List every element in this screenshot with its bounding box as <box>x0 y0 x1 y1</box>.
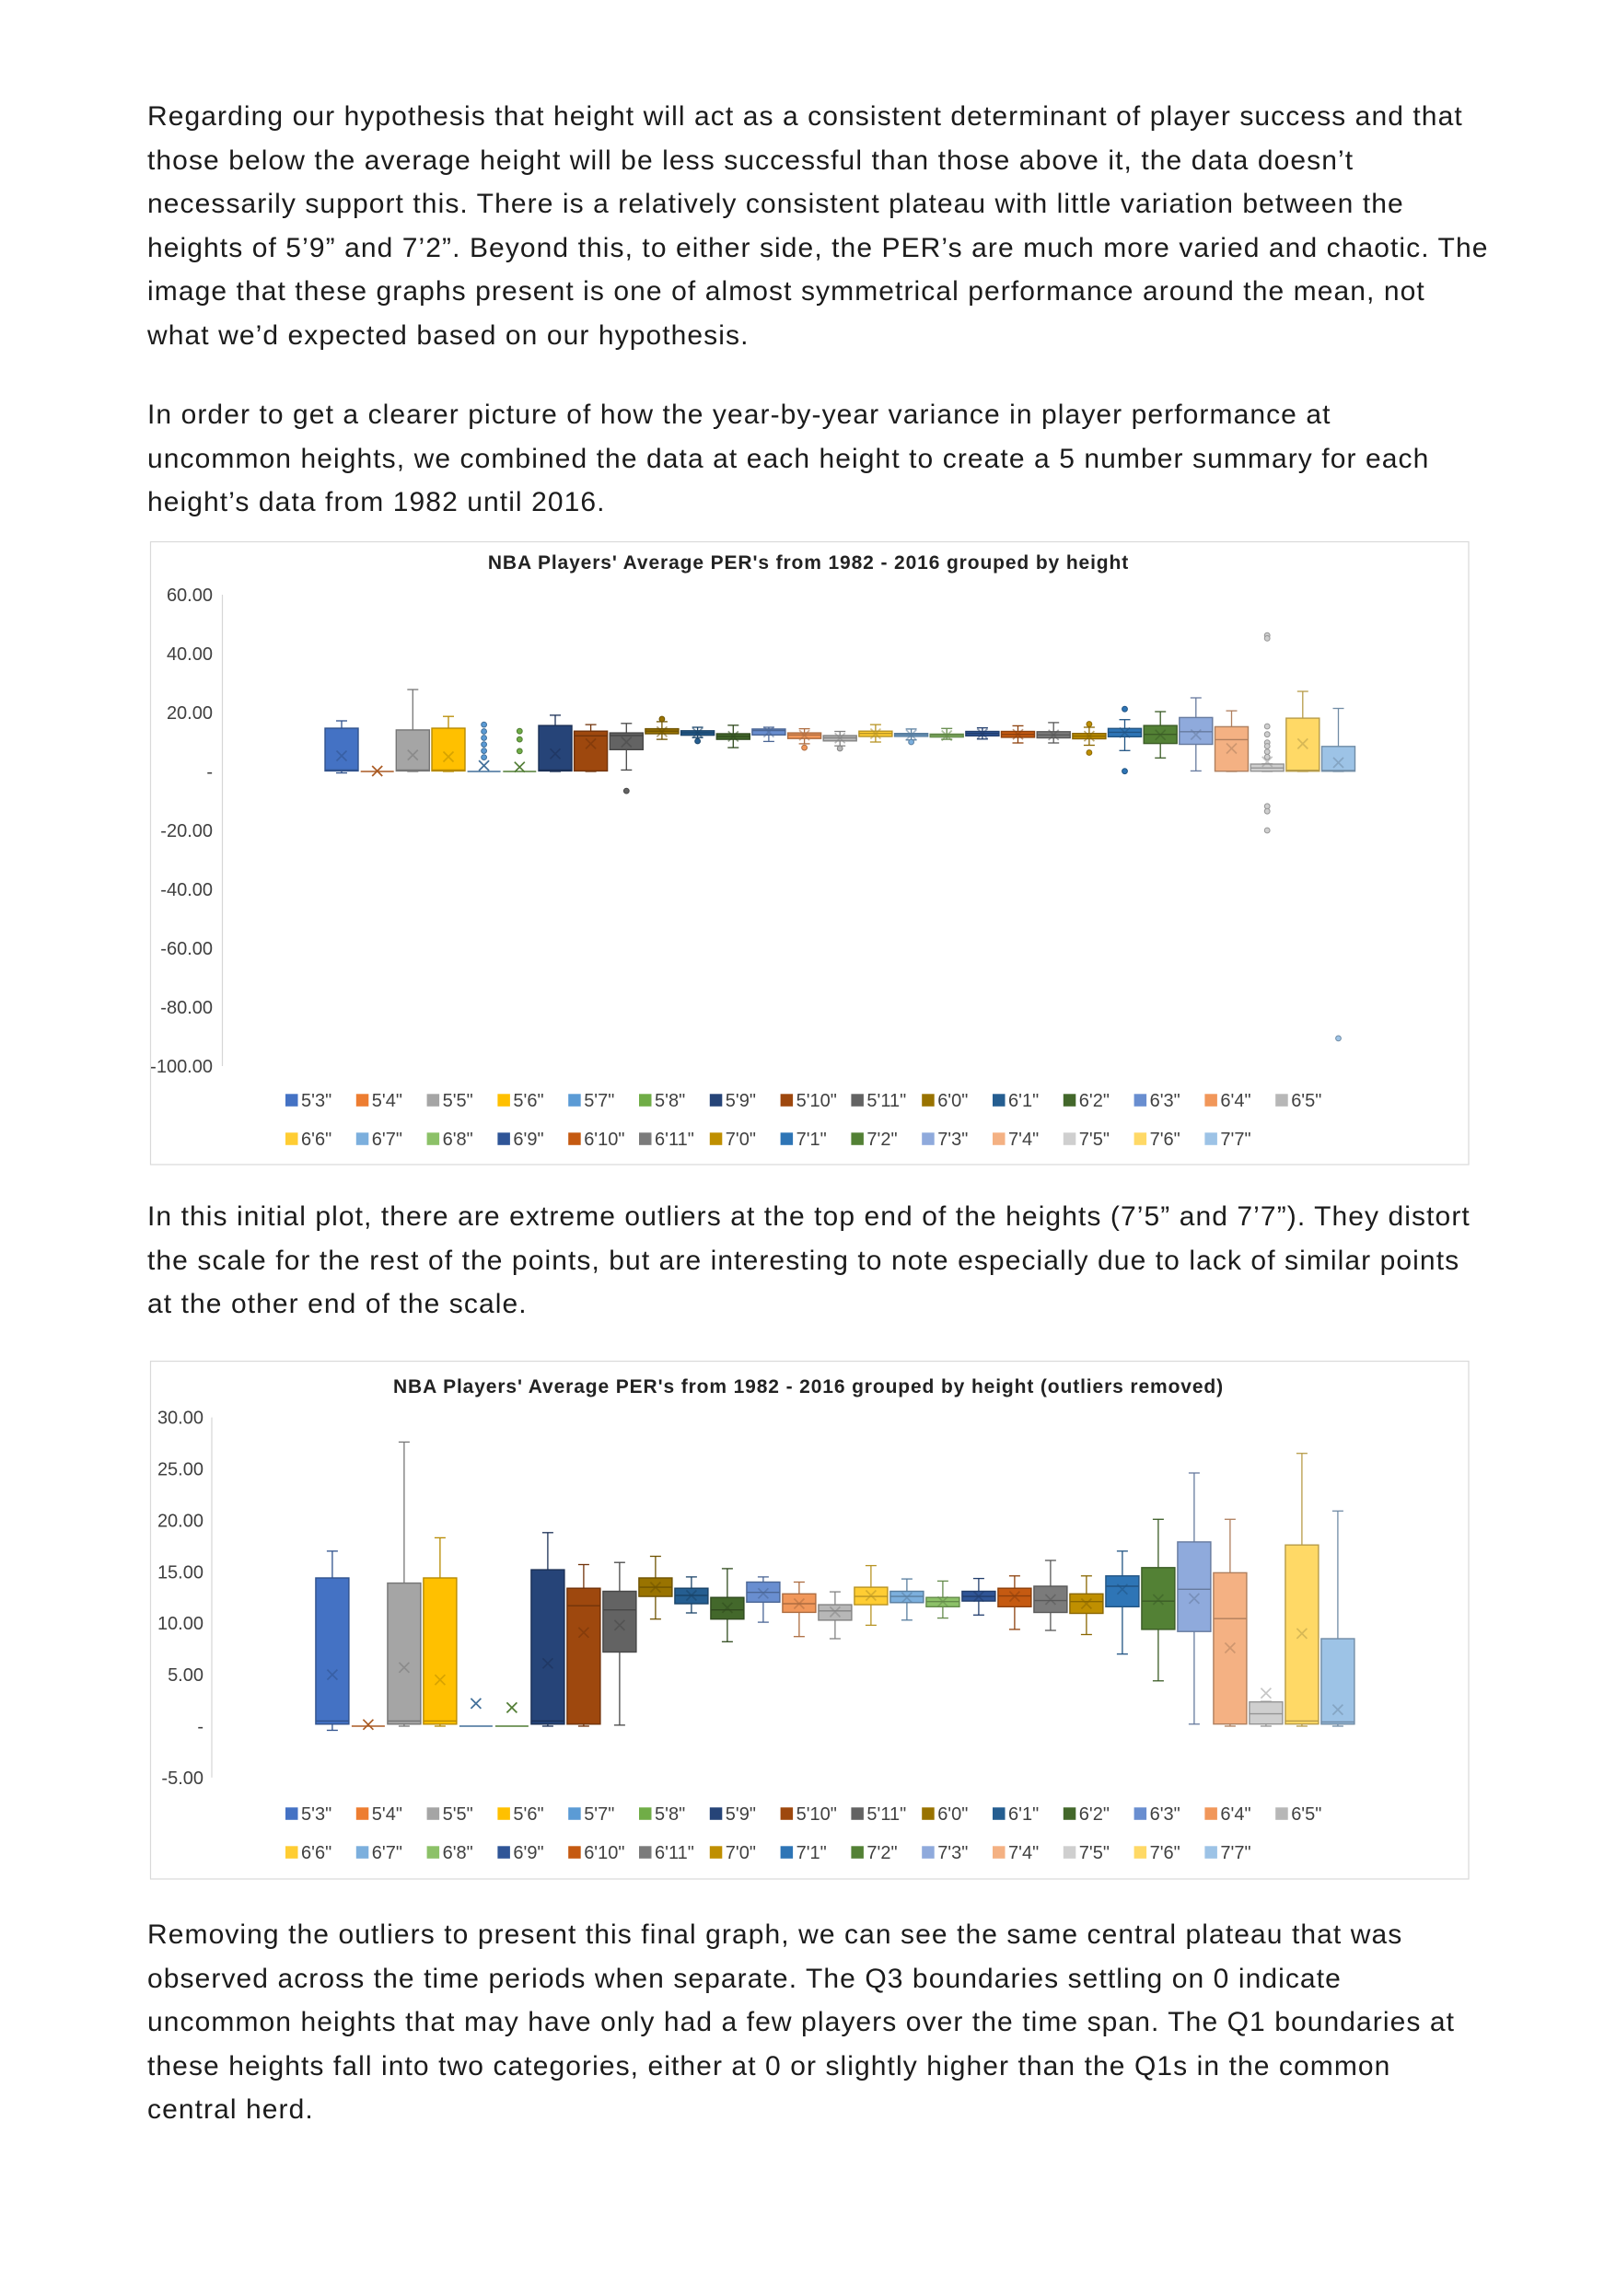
svg-text:6'6": 6'6" <box>301 1130 331 1150</box>
svg-text:5'6": 5'6" <box>513 1091 543 1111</box>
svg-text:6'9": 6'9" <box>513 1843 543 1863</box>
svg-text:6'8": 6'8" <box>443 1130 473 1150</box>
svg-text:7'0": 7'0" <box>726 1843 756 1863</box>
svg-text:5'8": 5'8" <box>655 1804 685 1825</box>
svg-text:-5.00: -5.00 <box>161 1768 203 1789</box>
svg-text:NBA Players' Average PER's fro: NBA Players' Average PER's from 1982 - 2… <box>393 1376 1224 1397</box>
svg-text:5'10": 5'10" <box>796 1804 837 1825</box>
svg-text:5'6": 5'6" <box>513 1804 543 1825</box>
svg-text:6'0": 6'0" <box>937 1804 968 1825</box>
svg-text:5'10": 5'10" <box>796 1091 837 1111</box>
svg-text:NBA Players' Average PER's fro: NBA Players' Average PER's from 1982 - 2… <box>488 552 1129 574</box>
svg-text:6'6": 6'6" <box>301 1843 331 1863</box>
svg-text:7'4": 7'4" <box>1008 1843 1039 1863</box>
svg-text:6'1": 6'1" <box>1008 1804 1039 1825</box>
svg-text:30.00: 30.00 <box>157 1409 203 1429</box>
svg-text:6'10": 6'10" <box>584 1843 624 1863</box>
svg-text:20.00: 20.00 <box>167 703 213 724</box>
svg-text:5'8": 5'8" <box>655 1091 685 1111</box>
svg-text:5'7": 5'7" <box>584 1091 614 1111</box>
svg-text:5'11": 5'11" <box>866 1804 906 1825</box>
svg-text:6'8": 6'8" <box>443 1843 473 1863</box>
svg-text:6'10": 6'10" <box>584 1130 624 1150</box>
svg-text:25.00: 25.00 <box>157 1460 203 1480</box>
svg-text:6'4": 6'4" <box>1220 1804 1250 1825</box>
svg-text:6'9": 6'9" <box>513 1130 543 1150</box>
svg-text:6'1": 6'1" <box>1008 1091 1039 1111</box>
svg-text:7'7": 7'7" <box>1220 1130 1250 1150</box>
svg-text:-20.00: -20.00 <box>160 821 213 841</box>
svg-text:7'7": 7'7" <box>1220 1843 1250 1863</box>
svg-text:7'3": 7'3" <box>937 1130 968 1150</box>
svg-text:7'4": 7'4" <box>1008 1130 1039 1150</box>
svg-text:5'5": 5'5" <box>443 1804 473 1825</box>
svg-text:-60.00: -60.00 <box>160 939 213 959</box>
svg-text:7'2": 7'2" <box>866 1130 897 1150</box>
svg-text:5'5": 5'5" <box>443 1091 473 1111</box>
svg-text:-: - <box>206 762 213 783</box>
svg-text:6'7": 6'7" <box>372 1130 402 1150</box>
svg-text:7'0": 7'0" <box>726 1130 756 1150</box>
svg-text:5.00: 5.00 <box>168 1665 203 1686</box>
svg-text:7'5": 7'5" <box>1079 1130 1110 1150</box>
svg-text:6'5": 6'5" <box>1291 1804 1321 1825</box>
svg-text:5'7": 5'7" <box>584 1804 614 1825</box>
svg-text:6'5": 6'5" <box>1291 1091 1321 1111</box>
svg-text:6'0": 6'0" <box>937 1091 968 1111</box>
svg-text:5'4": 5'4" <box>372 1804 402 1825</box>
svg-text:6'7": 6'7" <box>372 1843 402 1863</box>
svg-text:6'3": 6'3" <box>1150 1804 1180 1825</box>
svg-text:5'9": 5'9" <box>726 1091 756 1111</box>
svg-text:7'6": 7'6" <box>1150 1130 1180 1150</box>
svg-text:7'1": 7'1" <box>796 1130 827 1150</box>
svg-text:7'6": 7'6" <box>1150 1843 1180 1863</box>
svg-text:15.00: 15.00 <box>157 1562 203 1583</box>
svg-text:7'2": 7'2" <box>866 1843 897 1863</box>
svg-text:-80.00: -80.00 <box>160 998 213 1018</box>
svg-text:7'3": 7'3" <box>937 1843 968 1863</box>
svg-text:-: - <box>197 1717 203 1737</box>
svg-text:6'11": 6'11" <box>655 1843 694 1863</box>
svg-text:6'2": 6'2" <box>1079 1091 1110 1111</box>
svg-text:-100.00: -100.00 <box>150 1057 213 1077</box>
svg-text:5'4": 5'4" <box>372 1091 402 1111</box>
svg-text:6'4": 6'4" <box>1220 1091 1250 1111</box>
svg-text:6'3": 6'3" <box>1150 1091 1180 1111</box>
svg-text:10.00: 10.00 <box>157 1614 203 1634</box>
svg-text:5'9": 5'9" <box>726 1804 756 1825</box>
svg-text:40.00: 40.00 <box>167 644 213 665</box>
svg-text:6'2": 6'2" <box>1079 1804 1110 1825</box>
svg-text:7'1": 7'1" <box>796 1843 827 1863</box>
svg-text:5'3": 5'3" <box>301 1804 331 1825</box>
svg-text:-40.00: -40.00 <box>160 880 213 900</box>
svg-text:6'11": 6'11" <box>655 1130 694 1150</box>
svg-text:7'5": 7'5" <box>1079 1843 1110 1863</box>
svg-text:60.00: 60.00 <box>167 586 213 606</box>
svg-text:20.00: 20.00 <box>157 1511 203 1531</box>
svg-text:5'3": 5'3" <box>301 1091 331 1111</box>
svg-text:5'11": 5'11" <box>866 1091 906 1111</box>
